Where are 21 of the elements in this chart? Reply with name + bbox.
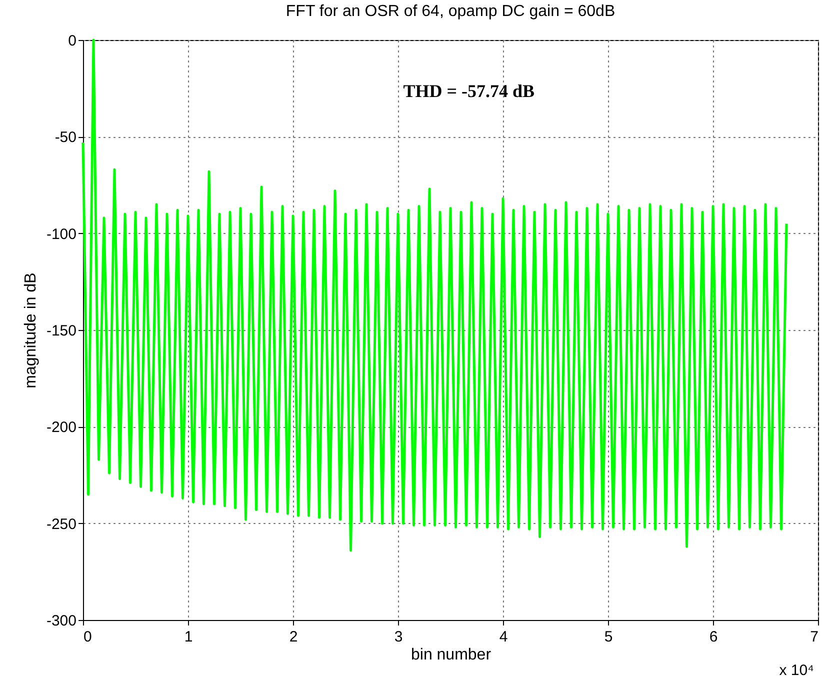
y-tick-label: -300 [46, 612, 76, 630]
y-tick-label: -50 [54, 129, 76, 146]
x-tick-label: 5 [604, 628, 613, 646]
text: x 10⁴ [779, 662, 814, 679]
y-tick-label: -200 [46, 419, 76, 436]
x-tick-label: 6 [709, 628, 718, 646]
x-tick-label: 1 [184, 628, 193, 646]
y-axis-title: magnitude in dB [22, 272, 40, 388]
x-tick-label: 2 [289, 628, 298, 646]
annotation: THD = -57.74 dB [403, 81, 535, 101]
x-tick-label: 4 [499, 628, 508, 646]
y-tick-label: 0 [68, 32, 76, 50]
y-tick-label: -150 [46, 322, 76, 340]
chart-title: FFT for an OSR of 64, opamp DC gain = 60dB [286, 3, 616, 20]
x-axis-title: bin number [410, 646, 492, 664]
y-tick-label: -250 [46, 516, 76, 533]
line-series [82, 38, 788, 552]
x-tick-label: 3 [394, 628, 403, 646]
x-tick-label: 0 [84, 628, 92, 646]
x-tick-label: 7 [810, 628, 818, 646]
y-tick-label: -100 [46, 226, 76, 243]
